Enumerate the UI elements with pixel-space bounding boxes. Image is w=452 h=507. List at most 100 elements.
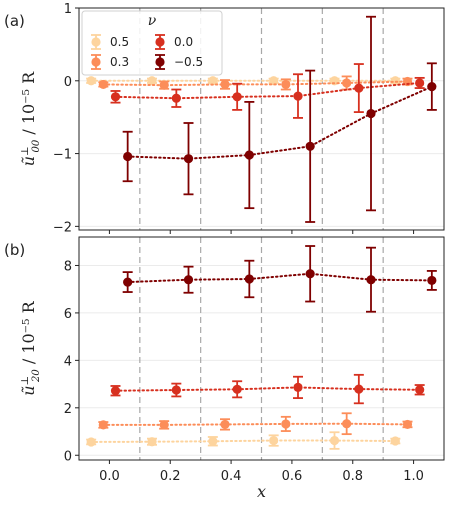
series-2	[110, 373, 425, 405]
data-point	[354, 384, 364, 394]
data-point	[123, 277, 133, 287]
data-point	[208, 436, 218, 446]
data-point	[147, 76, 157, 86]
x-tick-label: 1.0	[403, 469, 424, 484]
data-point	[232, 92, 242, 102]
data-point	[402, 419, 413, 430]
data-point	[159, 420, 169, 430]
legend-entry: −0.5	[155, 54, 203, 70]
legend-marker	[155, 37, 165, 47]
data-point	[390, 436, 400, 446]
y-tick-label: 2	[64, 402, 72, 417]
data-point	[220, 79, 230, 90]
data-point	[171, 385, 181, 395]
data-point	[269, 435, 279, 446]
series-line	[114, 81, 421, 100]
axes-frame	[78, 7, 445, 231]
data-point	[293, 91, 303, 101]
x-tick-label: 0.2	[160, 469, 181, 484]
data-point	[244, 274, 254, 284]
x-axis-label: x	[257, 482, 266, 501]
panel-a: −2 −1 0 1 (a) ũ⊥00 / 10⁻⁵ R	[4, 2, 445, 235]
legend-entry: 0.0	[155, 34, 193, 50]
axes-frame	[78, 236, 445, 461]
legend-marker	[91, 37, 101, 47]
series-3	[122, 245, 437, 313]
data-point	[98, 420, 108, 430]
data-point	[98, 79, 108, 90]
legend-box	[81, 10, 223, 76]
y-tick-label: 1	[64, 2, 72, 17]
legend-label: 0.5	[110, 35, 129, 49]
legend-label: 0.3	[110, 55, 129, 69]
legend-entry: 0.3	[91, 54, 129, 70]
series-line	[114, 386, 421, 392]
data-point	[305, 269, 315, 279]
data-point	[86, 437, 96, 447]
series-line	[102, 422, 409, 426]
legend-label: 0.0	[174, 35, 193, 49]
data-point	[390, 76, 400, 86]
series-1	[98, 75, 413, 91]
data-point	[183, 275, 194, 285]
y-tick-label: 0	[64, 449, 72, 464]
data-point	[366, 275, 376, 285]
x-tick-label: 0.6	[282, 469, 303, 484]
series-2	[110, 63, 425, 119]
y-tick-label: 8	[64, 259, 72, 274]
data-point	[123, 151, 133, 162]
legend-title: ν	[148, 13, 157, 29]
series-line	[126, 85, 433, 160]
data-point	[293, 382, 303, 393]
data-point	[329, 435, 340, 446]
y-axis-label: ũ⊥20 / 10⁻⁵ R	[19, 300, 42, 395]
legend-marker	[91, 57, 101, 67]
series-line	[90, 439, 397, 443]
data-point	[183, 154, 194, 164]
legend-label: −0.5	[174, 55, 203, 69]
data-point	[305, 141, 315, 151]
y-tick-label: −2	[53, 220, 72, 235]
y-tick-label: 6	[64, 307, 72, 322]
panel-label: (b)	[4, 241, 25, 259]
data-point	[159, 80, 169, 90]
data-point	[110, 386, 121, 396]
data-point	[110, 92, 121, 102]
x-tick-label: 0.4	[221, 469, 242, 484]
data-point	[402, 76, 413, 87]
data-point	[281, 79, 291, 90]
legend-marker	[155, 57, 165, 67]
data-point	[220, 419, 230, 430]
data-point	[427, 82, 437, 92]
series-0	[86, 76, 401, 86]
data-point	[208, 76, 218, 86]
data-point	[427, 275, 437, 286]
series-line	[102, 80, 409, 87]
x-tick-label: 0.0	[99, 469, 120, 484]
data-point	[244, 150, 254, 160]
panel-label: (a)	[4, 12, 25, 30]
x-tick-label: 0.8	[342, 469, 363, 484]
y-axis-label: ũ⊥00 / 10⁻⁵ R	[19, 71, 42, 166]
y-tick-label: 4	[64, 354, 72, 369]
data-point	[147, 437, 157, 447]
data-point	[415, 78, 425, 88]
data-point	[342, 419, 352, 429]
legend: ν 0.5 0.3 0.0 −0.5	[81, 10, 223, 76]
series-1	[98, 412, 413, 436]
data-point	[281, 419, 291, 429]
data-point	[232, 384, 242, 394]
data-point	[171, 93, 181, 103]
series-3	[122, 15, 437, 223]
legend-entry: 0.5	[91, 34, 129, 50]
data-point	[354, 83, 364, 93]
y-tick-label: 0	[64, 75, 72, 90]
data-point	[415, 385, 425, 395]
data-point	[86, 76, 96, 86]
series-line	[126, 272, 433, 284]
data-point	[269, 76, 279, 86]
data-point	[366, 108, 376, 119]
panel-b: 0 2 4 6 8 0.0 0.2 0.4 0.6 0.8 1.0 (b) ũ⊥20 / 10⁻⁵ R	[4, 236, 445, 484]
series-0	[86, 431, 401, 450]
